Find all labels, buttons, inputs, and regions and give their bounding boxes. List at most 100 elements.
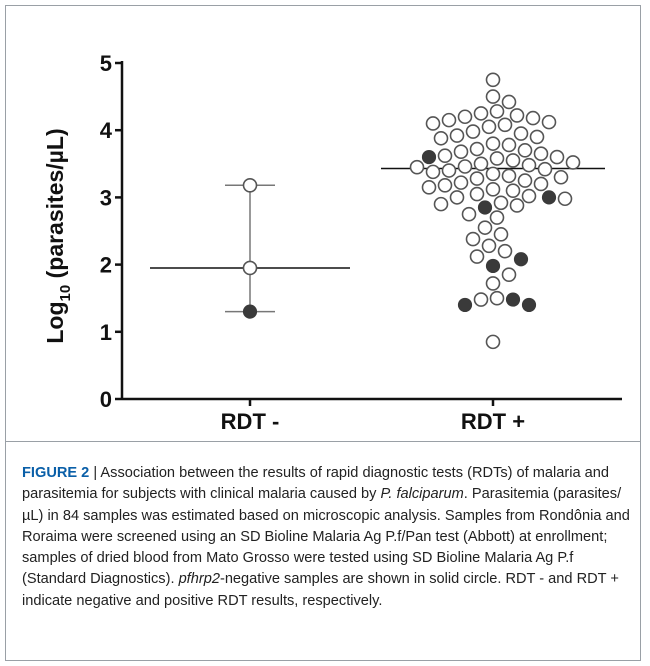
data-point-open [501, 168, 517, 184]
figure-label: FIGURE 2 [22, 465, 90, 481]
data-point-open [441, 112, 457, 128]
data-point-open [425, 116, 441, 131]
caption-separator-text: | [89, 465, 101, 481]
data-point-open [521, 157, 537, 173]
data-point-open [477, 220, 493, 235]
data-point-open [517, 173, 533, 188]
chart-marks [150, 72, 605, 350]
data-point-open [505, 183, 521, 198]
data-point-solid [485, 258, 501, 274]
data-point-open [485, 89, 501, 104]
data-point-open [509, 198, 525, 213]
data-point-open [517, 143, 533, 158]
caption-text-2: . Parasitemia (parasites/µL) in 84 sampl… [22, 486, 630, 588]
data-point-open [457, 159, 473, 174]
data-point-solid [477, 200, 493, 215]
data-point-open [485, 182, 501, 197]
data-point-open [501, 94, 517, 110]
data-point-open [242, 260, 258, 276]
data-point-open [509, 108, 525, 123]
data-point-open [453, 175, 469, 190]
data-point-open [525, 110, 541, 126]
x-tick-label: RDT + [461, 409, 525, 434]
data-point-open [565, 155, 581, 170]
data-point-solid [541, 190, 557, 205]
data-point-open [485, 72, 501, 88]
data-point-open [501, 267, 517, 282]
data-point-open [469, 186, 485, 202]
data-point-open [465, 124, 481, 139]
data-point-open [409, 159, 425, 175]
figure-frame [5, 5, 641, 661]
data-point-open [473, 292, 489, 307]
data-point-open [493, 227, 509, 242]
data-point-solid [505, 292, 521, 307]
data-point-open [533, 176, 549, 192]
data-point-open [537, 161, 553, 177]
data-point-open [465, 231, 481, 247]
data-point-open [421, 180, 437, 195]
data-point-open [469, 141, 485, 157]
data-point-solid [521, 297, 537, 313]
data-point-open [433, 130, 449, 146]
data-point-open [469, 249, 485, 264]
caption-text-1: Association between the results of rapid… [22, 465, 610, 503]
data-point-open [473, 106, 489, 121]
caption-species: P. falciparum [380, 486, 464, 503]
data-point-open [449, 128, 465, 143]
caption-text-3: -negative samples are shown in solid cir… [22, 571, 619, 609]
data-point-open [485, 334, 501, 350]
y-tick-label: 4 [100, 118, 113, 143]
data-point-open [557, 191, 573, 207]
y-tick-label: 1 [100, 320, 112, 345]
data-point-open [505, 153, 521, 168]
data-point-open [449, 190, 465, 205]
data-point-open [437, 148, 453, 164]
caption-separator [5, 441, 641, 442]
data-point-open [497, 117, 513, 133]
y-tick-label: 0 [100, 387, 112, 412]
data-point-open [441, 163, 457, 178]
data-point-open [541, 114, 557, 130]
data-point-open [489, 104, 505, 119]
data-point-open [553, 169, 569, 185]
data-point-open [469, 171, 485, 186]
scatter-chart: 0 1 2 3 4 5 RDT - RDT + Log10 (parasites/µL) [42, 51, 622, 434]
data-point-open [489, 290, 505, 306]
data-point-open [529, 129, 545, 145]
data-point-open [549, 149, 565, 165]
data-point-open [425, 164, 441, 180]
data-point-open [489, 210, 505, 225]
data-point-open [489, 151, 505, 166]
data-point-open [493, 195, 509, 211]
data-point-open [485, 136, 501, 151]
data-point-open [497, 243, 513, 259]
data-point-open [457, 109, 473, 125]
data-point-open [485, 276, 501, 291]
figure-caption: FIGURE 2 | Association between the resul… [22, 463, 634, 612]
y-tick-label: 3 [100, 185, 112, 210]
x-tick-label: RDT - [221, 409, 280, 434]
data-point-open [461, 206, 477, 222]
data-point-open [485, 166, 501, 182]
y-axis-label: Log10 (parasites/µL) [42, 128, 74, 343]
data-point-solid [242, 304, 258, 319]
data-point-open [513, 126, 529, 141]
data-point-open [481, 119, 497, 135]
data-point-open [473, 156, 489, 172]
data-point-open [453, 144, 469, 160]
axes: 0 1 2 3 4 5 RDT - RDT + [100, 51, 622, 434]
data-point-open [481, 238, 497, 254]
data-point-open [433, 196, 449, 212]
data-point-open [501, 137, 517, 153]
data-point-open [437, 178, 453, 193]
data-point-solid [513, 252, 529, 267]
y-tick-label: 5 [100, 51, 112, 76]
caption-gene: pfhrp2 [178, 571, 220, 588]
data-point-solid [457, 297, 473, 313]
y-tick-label: 2 [100, 253, 112, 278]
data-point-open [521, 188, 537, 204]
data-point-open [533, 146, 549, 162]
data-point-solid [421, 149, 437, 165]
